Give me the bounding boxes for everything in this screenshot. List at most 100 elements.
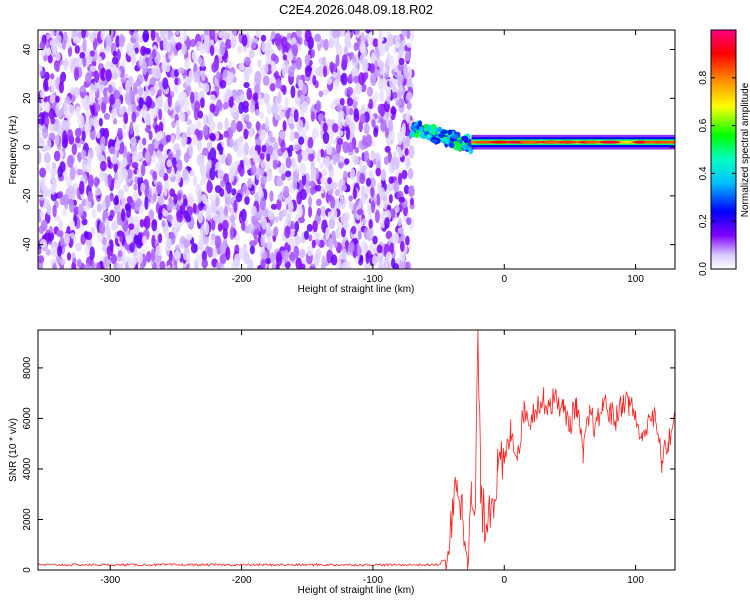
heatmap-cell	[123, 111, 129, 124]
heatmap-cell	[359, 159, 364, 173]
heatmap-cell	[80, 149, 87, 160]
heatmap-cell	[321, 169, 328, 177]
heatmap-cell	[317, 113, 324, 123]
heatmap-cell	[107, 159, 112, 169]
heatmap-cell	[444, 140, 450, 145]
heatmap-cell	[366, 158, 371, 167]
heatmap-cell	[144, 195, 149, 210]
heatmap-cell	[279, 110, 285, 120]
heatmap-cell	[354, 146, 360, 154]
heatmap-cell	[89, 50, 95, 57]
heatmap-cell	[272, 148, 279, 161]
heatmap-cell	[349, 107, 354, 116]
heatmap-cell	[388, 118, 394, 132]
heatmap-cell	[395, 205, 400, 213]
heatmap-cell	[40, 88, 45, 101]
heatmap-cell	[94, 176, 99, 189]
heatmap-cell	[305, 186, 311, 194]
heatmap-cell	[134, 47, 139, 54]
heatmap-cell	[243, 68, 251, 78]
heatmap-cell	[166, 202, 174, 211]
heatmap-cell	[105, 34, 111, 48]
heatmap-cell	[232, 109, 240, 122]
heatmap-cell	[326, 194, 333, 202]
heatmap-cell	[506, 140, 521, 144]
heatmap-cell	[119, 232, 124, 243]
heatmap-cell	[387, 33, 395, 47]
heatmap-cell	[360, 40, 366, 54]
heatmap-cell	[374, 91, 380, 103]
heatmap-cell	[345, 184, 351, 193]
heatmap-cell	[207, 152, 212, 162]
heatmap-cell	[187, 193, 194, 207]
heatmap-cell	[123, 184, 129, 193]
heatmap-cell	[264, 63, 269, 74]
heatmap-cell	[247, 178, 253, 189]
colorbar-tick-label: 0.8	[698, 70, 709, 84]
heatmap-cell	[238, 135, 244, 143]
heatmap-cell	[265, 54, 271, 66]
heatmap-cell	[405, 235, 410, 246]
y-tick-label: 4000	[22, 457, 33, 480]
spectrogram-x-label: Height of straight line (km)	[298, 284, 415, 295]
heatmap-cell	[235, 192, 243, 203]
heatmap-cell	[404, 147, 409, 157]
heatmap-cell	[297, 152, 302, 163]
heatmap-cell	[101, 236, 107, 246]
heatmap-cell	[54, 214, 61, 222]
heatmap-cell	[318, 64, 323, 77]
heatmap-cell	[94, 187, 102, 196]
heatmap-cell	[126, 196, 133, 204]
heatmap-cell	[418, 126, 424, 133]
heatmap-cell	[358, 198, 364, 208]
heatmap-cell	[294, 220, 300, 233]
heatmap-cell	[357, 230, 362, 240]
heatmap-cell	[182, 168, 189, 182]
heatmap-cell	[374, 69, 380, 78]
heatmap-cell	[147, 59, 154, 67]
heatmap-cell	[320, 263, 326, 269]
heatmap-cell	[380, 168, 387, 181]
heatmap-cell	[175, 148, 182, 158]
heatmap-cell	[54, 134, 60, 147]
heatmap-cell	[145, 112, 151, 127]
heatmap-cell	[38, 225, 45, 235]
heatmap-cell	[310, 165, 317, 178]
heatmap-cell	[282, 249, 290, 263]
heatmap-cell	[269, 136, 276, 143]
x-tick-label: -100	[363, 575, 383, 586]
heatmap-cell	[38, 255, 45, 264]
heatmap-cell	[113, 162, 118, 173]
heatmap-cell	[396, 74, 402, 88]
heatmap-cell	[132, 191, 139, 201]
heatmap-cell	[407, 167, 414, 180]
heatmap-cell	[390, 106, 397, 115]
heatmap-cell	[377, 37, 383, 51]
heatmap-cell	[55, 95, 60, 103]
heatmap-cell	[315, 198, 322, 207]
heatmap-cell	[85, 123, 92, 132]
heatmap-cell	[144, 126, 151, 133]
heatmap-cell	[332, 71, 338, 78]
heatmap-cell	[212, 247, 218, 259]
heatmap-cell	[339, 191, 344, 200]
heatmap-cell	[237, 45, 242, 54]
heatmap-cell	[260, 233, 266, 247]
heatmap-cell	[414, 131, 420, 139]
heatmap-cell	[335, 228, 341, 239]
heatmap-cell	[241, 220, 246, 232]
heatmap-cell	[202, 124, 209, 137]
heatmap-cell	[290, 157, 296, 168]
colorbar-tick-label: 0.2	[698, 214, 709, 228]
heatmap-cell	[337, 137, 344, 146]
y-tick-label: 8000	[22, 356, 33, 379]
y-tick-label: 0	[22, 567, 33, 573]
heatmap-cell	[83, 95, 90, 108]
heatmap-cell	[355, 82, 363, 95]
heatmap-cell	[398, 57, 405, 66]
heatmap-cell	[207, 114, 213, 125]
heatmap-cell	[428, 130, 436, 135]
heatmap-cell	[283, 185, 290, 196]
heatmap-cell	[38, 137, 45, 151]
heatmap-cell	[81, 218, 88, 226]
